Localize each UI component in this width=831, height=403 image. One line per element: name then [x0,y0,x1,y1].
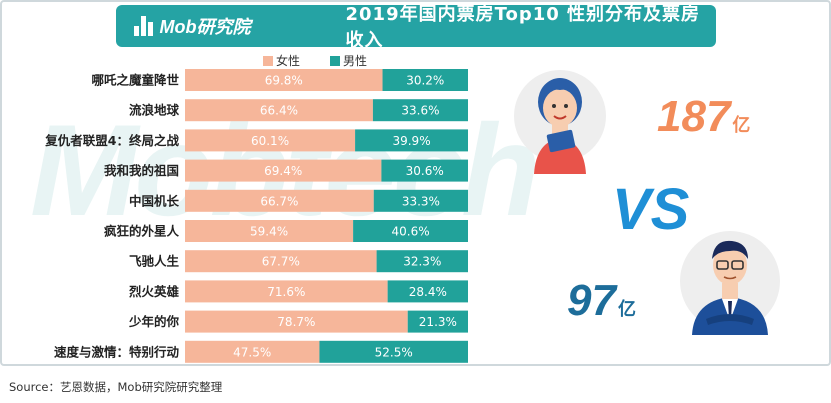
data-label-male: 39.9% [392,134,430,148]
bar-female [185,280,388,303]
legend-label-female: 女性 [276,53,300,68]
bar-female [185,189,374,212]
bar-male [382,69,468,91]
category-label: 我和我的祖国 [104,163,179,178]
data-label-female: 66.4% [260,104,298,118]
bar-female [185,220,354,242]
female-revenue-value: 187 [657,92,731,141]
data-label-female: 60.1% [251,134,289,148]
category-label: 疯狂的外星人 [104,224,180,239]
bar-female [185,69,383,91]
source-note: Source：艺恩数据，Mob研究院研究整理 [9,380,223,394]
bar-male [381,159,468,182]
bar-female [185,99,373,122]
legend-swatch-male [330,56,340,66]
data-label-male: 21.3% [419,315,457,329]
bar-female [185,250,377,273]
category-label: 复仇者联盟4：终局之战 [44,133,179,148]
category-label: 流浪地球 [129,103,180,118]
bar-male [387,280,468,303]
category-label: 哪吒之魔童降世 [91,73,179,88]
bar-female [185,159,382,182]
female-revenue-unit: 亿 [732,115,751,135]
category-label: 飞驰人生 [129,254,180,269]
bar-male [376,250,468,273]
logo-text: Mob研究院 [159,17,251,37]
data-label-female: 69.8% [265,74,303,88]
data-label-female: 78.7% [277,315,315,329]
data-label-male: 52.5% [375,345,413,359]
data-label-female: 47.5% [233,345,271,359]
bar-male [373,189,468,212]
data-label-male: 30.2% [406,74,444,88]
bar-female [185,310,408,333]
data-label-male: 33.3% [402,194,440,208]
category-label: 少年的你 [128,314,180,329]
header: Mob研究院 2019年国内票房Top10 性别分布及票房收入 [0,0,831,52]
bar-male [372,99,468,122]
male-avatar-icon [680,231,780,335]
bar-male [355,129,468,152]
title-banner: Mob研究院 2019年国内票房Top10 性别分布及票房收入 [115,4,716,51]
bar-male [319,340,468,363]
data-label-female: 59.4% [250,225,288,239]
female-avatar-icon [514,70,606,174]
bar-male [353,220,468,242]
category-label: 中国机长 [129,193,180,208]
mob-logo: Mob研究院 [133,13,251,39]
category-label: 速度与激情：特别行动 [54,344,180,359]
bar-female [185,340,320,363]
data-label-male: 33.6% [401,104,439,118]
data-label-female: 66.7% [260,194,298,208]
bar-female [185,129,356,152]
bar-male [407,310,468,333]
logo-bars-icon [133,16,156,36]
data-label-male: 40.6% [391,225,429,239]
category-label: 烈火英雄 [129,284,180,299]
male-revenue-value: 97 [567,276,616,325]
male-revenue: 97 亿 [567,276,636,326]
legend-label-male: 男性 [343,54,367,68]
legend-swatch-female [263,56,273,66]
data-label-male: 30.6% [406,164,444,178]
male-revenue-unit: 亿 [617,299,636,319]
female-revenue: 187 亿 [657,92,750,142]
data-label-female: 67.7% [262,255,300,269]
data-label-male: 32.3% [403,255,441,269]
vs-label: VS [612,177,690,242]
data-label-female: 69.4% [264,164,302,178]
data-label-male: 28.4% [409,285,447,299]
data-label-female: 71.6% [267,285,305,299]
chart-title: 2019年国内票房Top10 性别分布及票房收入 [345,4,701,51]
